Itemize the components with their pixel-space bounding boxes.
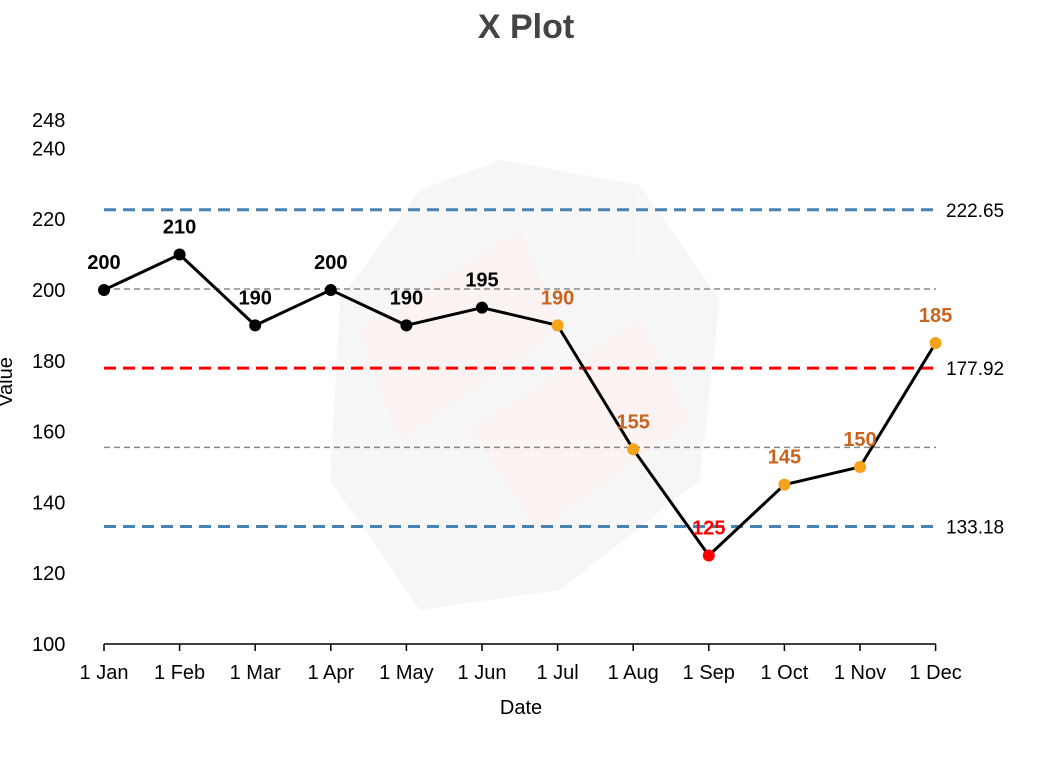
y-tick-label: 220 bbox=[32, 209, 65, 231]
data-label: 190 bbox=[541, 287, 574, 309]
data-point bbox=[702, 549, 715, 562]
y-axis: 100 120 140 160 180 200 220 240 248 bbox=[32, 110, 65, 656]
x-axis: 1 Jan 1 Feb 1 Mar 1 Apr 1 May 1 Jun 1 Jul 1 Aug… bbox=[80, 643, 962, 684]
x-tick-label: 1 Jun bbox=[458, 662, 507, 684]
x-tick-label: 1 Sep bbox=[683, 662, 735, 684]
data-label: 200 bbox=[87, 252, 120, 274]
data-point bbox=[929, 337, 942, 350]
data-point bbox=[249, 319, 262, 332]
data-point bbox=[476, 301, 488, 314]
x-tick-label: 1 May bbox=[379, 662, 433, 684]
data-point bbox=[778, 478, 791, 491]
y-tick-label: 100 bbox=[32, 634, 65, 656]
x-tick-label: 1 Feb bbox=[154, 662, 205, 684]
y-tick-label: 200 bbox=[32, 280, 65, 302]
watermark-logo bbox=[330, 160, 720, 610]
x-tick-label: 1 Dec bbox=[909, 662, 961, 684]
x-tick-label: 1 Jan bbox=[80, 662, 129, 684]
data-point bbox=[854, 460, 866, 473]
x-tick-label: 1 Nov bbox=[834, 662, 886, 684]
ucl-label: 222.65 bbox=[946, 201, 1004, 222]
data-point bbox=[400, 319, 413, 332]
data-label: 190 bbox=[390, 287, 423, 309]
x-tick-label: 1 Jul bbox=[536, 662, 578, 684]
y-tick-label: 240 bbox=[32, 138, 65, 160]
data-labels: 200 210 190 200 190 195 190 155 125 145 150 185 bbox=[87, 217, 952, 540]
x-axis-label: Date bbox=[500, 697, 542, 719]
series-line bbox=[103, 253, 937, 557]
y-tick-label: 140 bbox=[32, 492, 65, 514]
center-line-label: 177.92 bbox=[946, 359, 1004, 380]
data-points bbox=[98, 248, 942, 562]
y-tick-label: 248 bbox=[32, 110, 65, 132]
y-axis-label: Value bbox=[0, 357, 17, 407]
data-label: 195 bbox=[465, 270, 498, 292]
y-tick-label: 120 bbox=[32, 563, 65, 585]
y-tick-label: 160 bbox=[32, 422, 65, 444]
data-label: 145 bbox=[768, 447, 801, 469]
data-point bbox=[98, 283, 110, 296]
lcl-label: 133.18 bbox=[946, 518, 1004, 539]
data-point bbox=[551, 319, 564, 332]
data-label: 150 bbox=[843, 429, 876, 451]
chart-title: X Plot bbox=[478, 8, 574, 46]
data-label: 200 bbox=[314, 252, 347, 274]
data-point bbox=[627, 443, 640, 456]
x-tick-label: 1 Apr bbox=[307, 662, 354, 684]
reference-lines: 222.65 177.92 133.18 bbox=[104, 201, 1004, 539]
x-tick-label: 1 Mar bbox=[230, 662, 281, 684]
data-label: 210 bbox=[163, 217, 196, 239]
y-tick-label: 180 bbox=[32, 351, 65, 373]
data-point bbox=[173, 248, 186, 261]
data-point bbox=[324, 283, 337, 296]
x-tick-label: 1 Oct bbox=[761, 662, 809, 684]
x-tick-label: 1 Aug bbox=[608, 662, 659, 684]
data-label: 185 bbox=[919, 305, 952, 327]
data-label: 155 bbox=[617, 411, 650, 433]
data-label: 190 bbox=[239, 287, 272, 309]
data-label: 125 bbox=[692, 517, 725, 539]
